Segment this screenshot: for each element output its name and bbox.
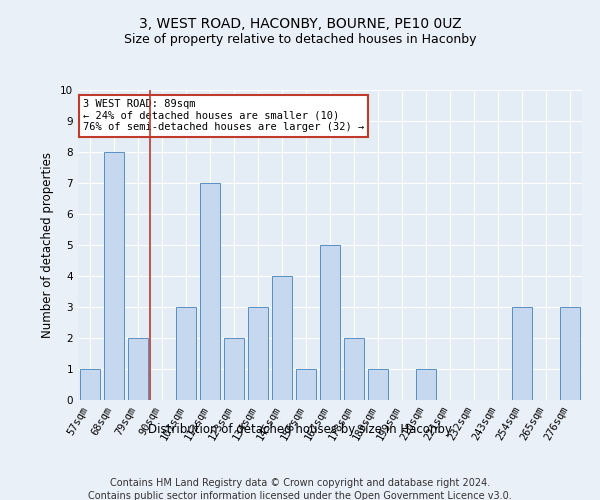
Bar <box>176 307 196 400</box>
Text: Contains HM Land Registry data © Crown copyright and database right 2024.: Contains HM Land Registry data © Crown c… <box>110 478 490 488</box>
Bar <box>560 307 580 400</box>
Text: Contains public sector information licensed under the Open Government Licence v3: Contains public sector information licen… <box>88 491 512 500</box>
Bar <box>128 338 148 400</box>
Bar <box>344 338 364 400</box>
Bar <box>272 276 292 400</box>
Bar <box>248 307 268 400</box>
Bar <box>320 245 340 400</box>
Bar <box>224 338 244 400</box>
Bar <box>104 152 124 400</box>
Bar <box>200 183 220 400</box>
Bar <box>512 307 532 400</box>
Bar <box>368 369 388 400</box>
Text: 3, WEST ROAD, HACONBY, BOURNE, PE10 0UZ: 3, WEST ROAD, HACONBY, BOURNE, PE10 0UZ <box>139 18 461 32</box>
Text: Distribution of detached houses by size in Haconby: Distribution of detached houses by size … <box>148 422 452 436</box>
Text: Size of property relative to detached houses in Haconby: Size of property relative to detached ho… <box>124 32 476 46</box>
Bar <box>296 369 316 400</box>
Text: 3 WEST ROAD: 89sqm
← 24% of detached houses are smaller (10)
76% of semi-detache: 3 WEST ROAD: 89sqm ← 24% of detached hou… <box>83 100 364 132</box>
Bar <box>80 369 100 400</box>
Y-axis label: Number of detached properties: Number of detached properties <box>41 152 55 338</box>
Bar <box>416 369 436 400</box>
